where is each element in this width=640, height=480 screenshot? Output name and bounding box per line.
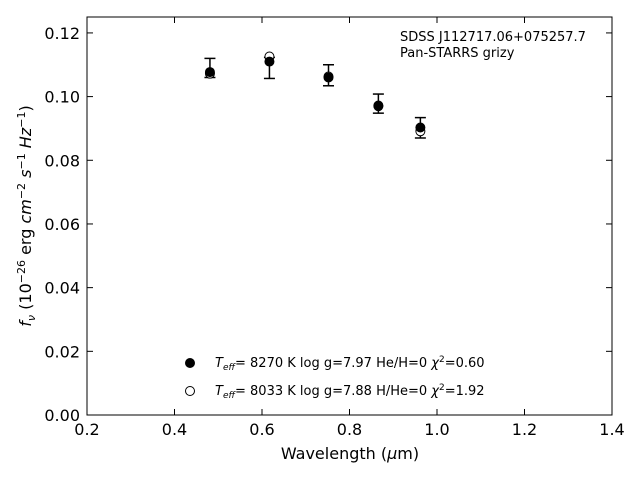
x-tick-label: 0.2 xyxy=(74,420,99,439)
annotation-line-1: SDSS J112717.06+075257.7 xyxy=(400,30,586,45)
legend-label-2: Teff= 8033 K log g=7.88 H/He=0 χ2=1.92 xyxy=(215,383,485,401)
y-tick-label: 0.10 xyxy=(44,88,80,107)
model-point-filled xyxy=(204,67,215,78)
y-tick-label: 0.00 xyxy=(44,406,80,425)
y-tick-label: 0.12 xyxy=(44,24,80,43)
model-point-filled xyxy=(264,56,275,67)
axis-ticks: 0.2 0.4 0.6 0.8 1.0 1.2 1.4 0.00 0.02 0.04 0.06 0.0… xyxy=(44,17,625,439)
y-axis-label: fν (10−26 erg cm−2 s−1 Hz−1) xyxy=(15,105,38,326)
data-points xyxy=(204,51,426,137)
x-tick-label: 0.8 xyxy=(337,420,362,439)
y-tick-label: 0.06 xyxy=(44,215,80,234)
x-tick-label: 1.4 xyxy=(599,420,624,439)
legend-marker-open xyxy=(185,386,195,396)
model-point-filled xyxy=(323,72,334,83)
annotation-line-2: Pan-STARRS grizy xyxy=(400,46,515,61)
x-tick-label: 0.4 xyxy=(162,420,187,439)
plot-area xyxy=(86,16,613,416)
y-tick-label: 0.08 xyxy=(44,151,80,170)
x-axis-label: Wavelength (μm) xyxy=(281,444,419,463)
legend-marker-filled xyxy=(185,358,195,368)
x-tick-label: 1.0 xyxy=(424,420,449,439)
legend: Teff= 8270 K log g=7.97 He/H=0 χ2=0.60 T… xyxy=(185,355,485,401)
x-tick-label: 1.2 xyxy=(512,420,537,439)
model-point-filled xyxy=(373,100,384,111)
model-point-filled xyxy=(415,122,426,133)
y-tick-label: 0.02 xyxy=(44,342,80,361)
y-tick-label: 0.04 xyxy=(44,279,80,298)
x-tick-label: 0.6 xyxy=(249,420,274,439)
legend-label-1: Teff= 8270 K log g=7.97 He/H=0 χ2=0.60 xyxy=(215,355,485,373)
